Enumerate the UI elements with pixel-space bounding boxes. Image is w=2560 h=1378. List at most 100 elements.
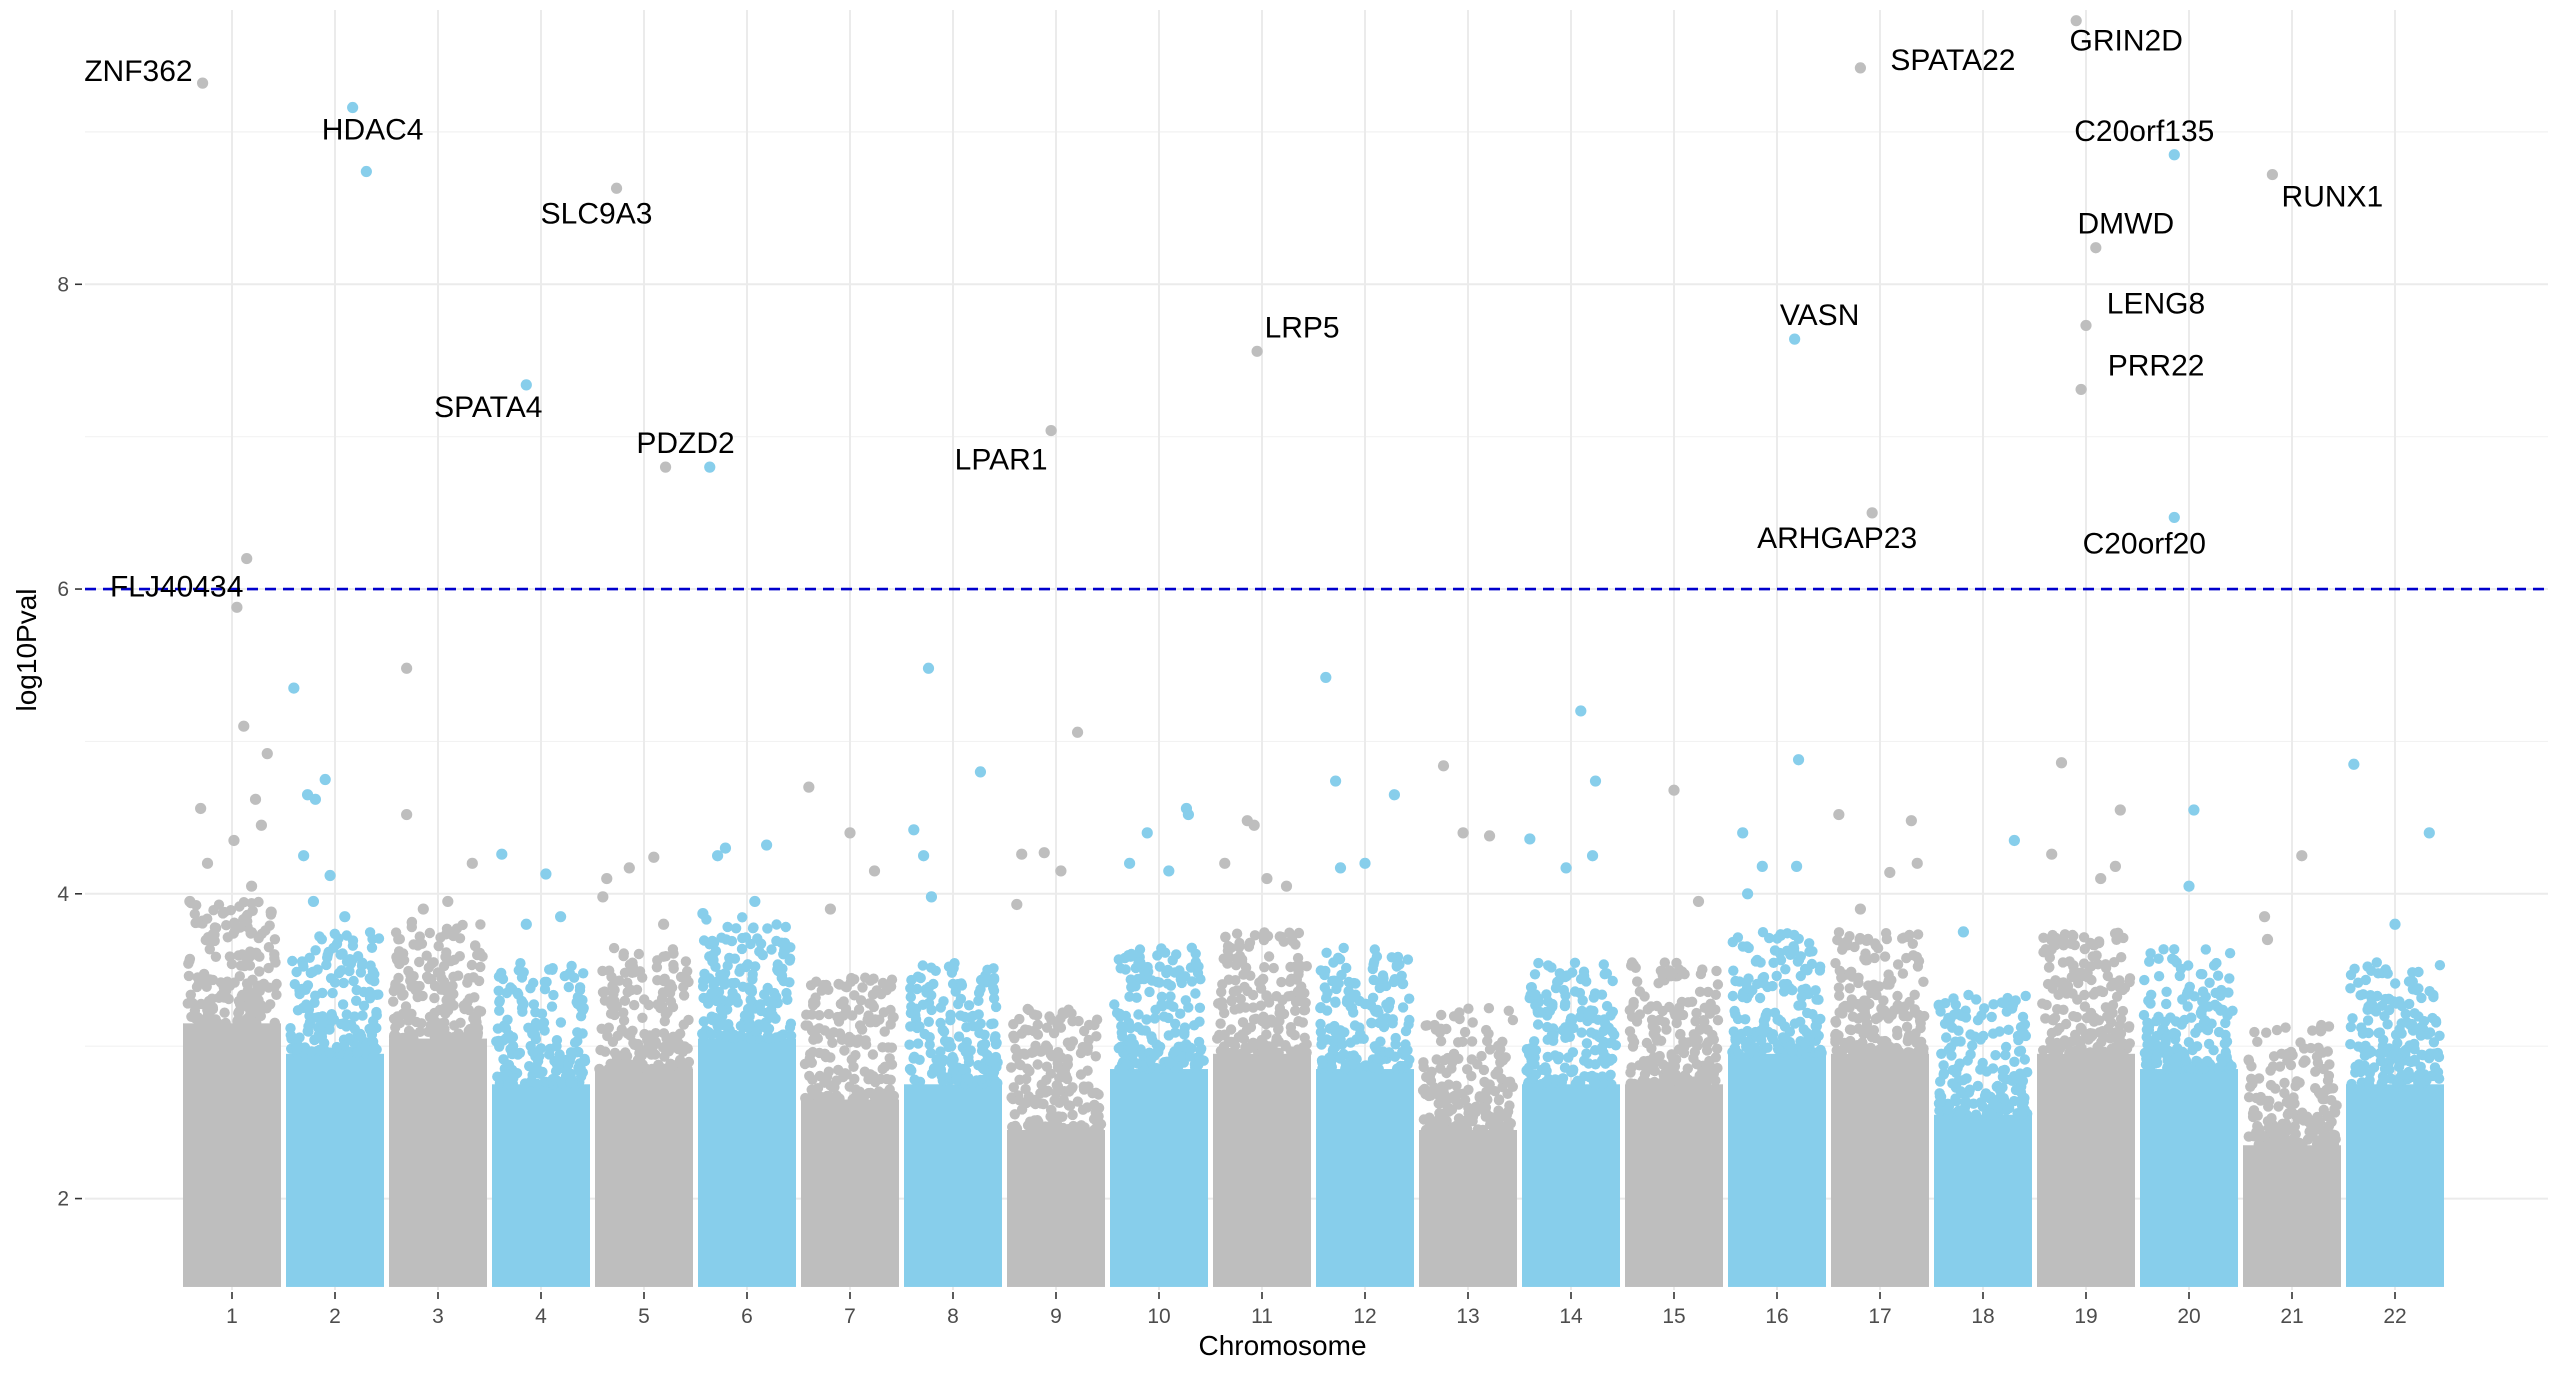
x-tick-label: 1 (226, 1305, 238, 1328)
y-tick-label: 8 (57, 273, 69, 296)
gene-label: LRP5 (1265, 311, 1340, 344)
x-tick-label: 4 (535, 1305, 547, 1328)
chromosome-14-point-cloud (1522, 1084, 1620, 1287)
chromosome-18-point-fringe (1933, 989, 2033, 1120)
data-point (1359, 857, 1371, 869)
chromosome-19-point-fringe (2037, 927, 2136, 1060)
x-tick-label: 8 (947, 1305, 959, 1328)
data-point (319, 773, 331, 786)
data-point (2188, 804, 2200, 816)
data-point (1163, 865, 1175, 877)
data-point (1884, 866, 1896, 879)
significant-point (704, 461, 716, 473)
chromosome-3-point-fringe (388, 916, 488, 1044)
data-point (1854, 903, 1866, 915)
x-tick-label: 7 (844, 1305, 856, 1328)
chromosome-1-point-cloud (183, 1023, 281, 1287)
gene-label: ZNF362 (84, 55, 192, 88)
data-point (925, 891, 938, 903)
data-point (697, 908, 709, 920)
data-point (1737, 827, 1749, 839)
chromosome-22-point-cloud (2346, 1084, 2444, 1287)
data-point (246, 880, 258, 892)
data-point (1483, 830, 1496, 842)
gene-label: HDAC4 (322, 114, 424, 147)
chromosome-3-point-cloud (389, 1038, 487, 1287)
data-point (401, 662, 413, 674)
data-point (540, 868, 552, 880)
data-point (824, 903, 837, 915)
data-point (1011, 898, 1023, 911)
data-point (1575, 705, 1587, 717)
gene-label: PRR22 (2108, 349, 2205, 382)
data-point (2296, 850, 2308, 862)
significant-point (360, 165, 372, 178)
data-point (974, 766, 987, 778)
data-point (2046, 848, 2058, 860)
data-point (1124, 857, 1136, 869)
data-point (555, 911, 567, 923)
chromosome-20-point-fringe (2138, 944, 2238, 1075)
x-tick-label: 2 (329, 1305, 341, 1328)
data-point (908, 824, 920, 836)
data-point (601, 872, 613, 885)
x-tick-label: 22 (2383, 1305, 2406, 1328)
data-point (2348, 758, 2360, 770)
chromosome-7-point-fringe (799, 972, 900, 1105)
data-point (1071, 726, 1084, 738)
chromosome-12-point-fringe (1315, 942, 1415, 1075)
data-point (712, 850, 724, 862)
data-point (1248, 819, 1260, 831)
chromosome-2-point-cloud (286, 1053, 384, 1287)
data-points-layer (184, 15, 2435, 946)
data-point (1038, 847, 1050, 859)
data-point (1957, 926, 1969, 938)
gene-label: SPATA22 (1890, 44, 2015, 77)
significant-point (1251, 345, 1263, 357)
data-point (1334, 862, 1347, 874)
chromosome-13-point-fringe (1417, 1003, 1519, 1136)
chromosome-16-point-cloud (1728, 1053, 1826, 1287)
data-point (922, 662, 935, 674)
x-tick-label: 12 (1353, 1305, 1376, 1328)
chromosome-6-point-cloud (698, 1038, 796, 1287)
data-point (1589, 775, 1602, 787)
chromosome-21-point-fringe (2243, 1019, 2342, 1151)
chromosome-10-point-fringe (1109, 942, 1209, 1075)
data-point (228, 834, 240, 847)
chromosome-12-point-cloud (1316, 1069, 1414, 1287)
data-point (249, 793, 262, 805)
chromosome-11-point-fringe (1212, 927, 1313, 1060)
data-point (1182, 808, 1194, 821)
data-point (1437, 760, 1450, 772)
significant-point (520, 379, 532, 391)
chromosome-19-point-cloud (2037, 1053, 2135, 1287)
data-point (1055, 865, 1067, 877)
data-point (309, 793, 321, 805)
data-point (1905, 815, 1917, 827)
significant-point (2070, 15, 2082, 27)
data-point (1219, 857, 1231, 869)
significant-point (1045, 424, 1057, 437)
data-point (195, 802, 207, 815)
gene-label: DMWD (2077, 208, 2174, 241)
data-point (201, 857, 214, 869)
data-point (184, 895, 196, 908)
x-tick-label: 10 (1147, 1305, 1170, 1328)
x-tick-label: 6 (741, 1305, 753, 1328)
data-point (1586, 850, 1599, 862)
x-axis-title: Chromosome (1198, 1330, 1366, 1361)
data-point (623, 862, 635, 874)
significant-point (241, 552, 253, 565)
data-point (1742, 888, 1754, 900)
data-point (401, 808, 413, 821)
significant-point (347, 101, 359, 114)
x-tick-label: 3 (432, 1305, 444, 1328)
data-point (648, 851, 660, 863)
x-tick-label: 20 (2177, 1305, 2200, 1328)
y-tick-label: 6 (57, 578, 69, 601)
data-point (1320, 671, 1332, 684)
x-axis: 1 2 3 4 5 6 7 8 9 10 11 12 13 14 15 16 17 18 19 20 21 22 (226, 1292, 2407, 1328)
data-point (1261, 872, 1273, 885)
data-point (658, 918, 670, 930)
